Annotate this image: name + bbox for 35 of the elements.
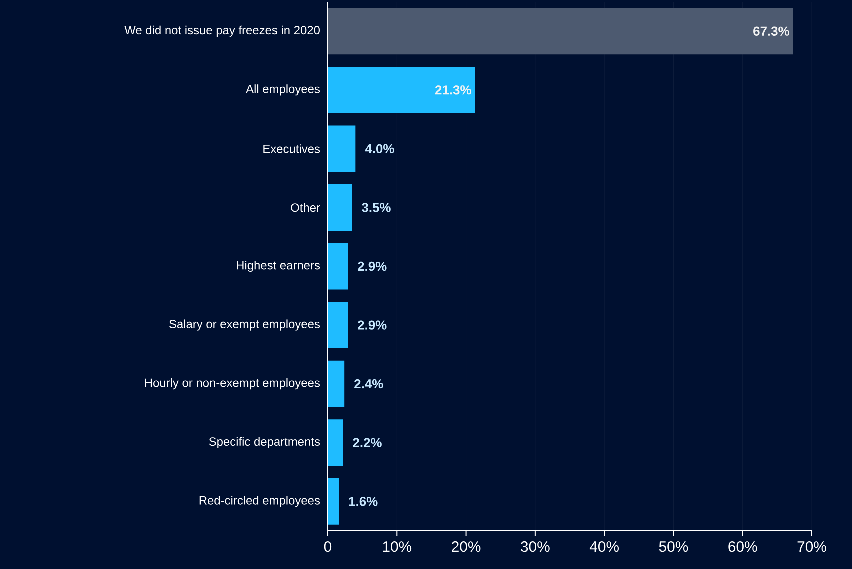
data-label: 4.0% — [365, 144, 394, 154]
bar — [328, 478, 340, 525]
y-tick-label: Other — [291, 203, 320, 212]
y-tick-label: We did not issue pay freezes in 2020 — [124, 26, 320, 37]
bar — [328, 302, 348, 348]
data-label: 2.4% — [354, 379, 384, 389]
y-tick-label: All employees — [246, 84, 320, 96]
bar — [328, 243, 348, 290]
x-tick-label: 30% — [521, 542, 550, 552]
x-tick-label: 0 — [324, 542, 332, 552]
y-tick-label: Red-circled employees — [200, 496, 320, 508]
x-tick-label: 20% — [452, 542, 481, 552]
y-tick-label: Salary or exempt employees — [170, 320, 320, 331]
data-label: 1.6% — [349, 497, 378, 506]
bar — [328, 360, 345, 408]
x-tick-label: 10% — [383, 542, 412, 552]
y-tick-label: Specific departments — [209, 437, 320, 448]
y-tick-label: Executives — [264, 144, 320, 154]
y-tick-label: Highest earners — [237, 260, 320, 272]
data-label: 21.3% — [435, 86, 472, 95]
data-label: 2.9% — [358, 262, 387, 272]
bar — [328, 126, 356, 172]
x-tick-label: 40% — [590, 542, 619, 552]
bar — [328, 420, 344, 466]
data-label: 67.3% — [754, 26, 790, 36]
x-tick-label: 70% — [798, 542, 826, 552]
x-tick-label: 50% — [659, 542, 688, 552]
x-tick-label: 60% — [728, 542, 758, 552]
bar — [328, 66, 476, 114]
bar — [328, 184, 352, 231]
bar — [328, 8, 794, 55]
y-tick-label: Hourly or non-exempt employees — [145, 378, 320, 390]
data-label: 3.5% — [362, 203, 391, 212]
data-label: 2.2% — [353, 438, 382, 448]
data-label: 2.9% — [358, 320, 387, 330]
